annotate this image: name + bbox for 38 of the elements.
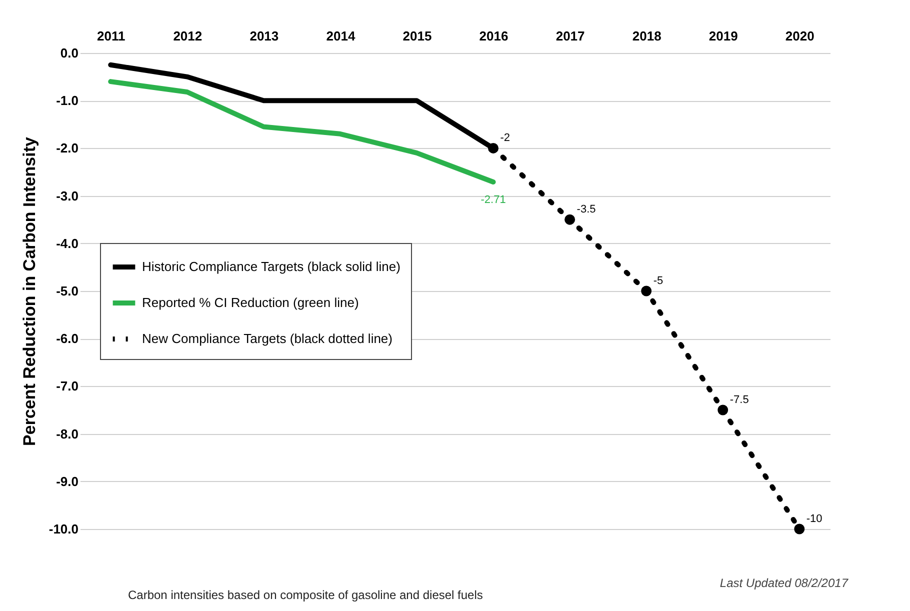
- text: Last Updated 08/2/2017: [720, 576, 848, 590]
- data-label: -3.5: [576, 204, 596, 216]
- point: [718, 404, 728, 416]
- y-tick-label: -6.0: [56, 331, 78, 346]
- y-axis-title: Percent Reduction in Carbon Intensity: [20, 136, 39, 446]
- y-tick-label: -3.0: [56, 188, 78, 204]
- x-tick-label: 2017: [556, 28, 585, 44]
- y-tick-label: -1.0: [56, 93, 78, 108]
- data-label: -10: [806, 513, 822, 525]
- y-tick-label: -8.0: [56, 426, 78, 442]
- data-label: -2.71: [480, 194, 506, 206]
- y-tick-label: -4.0: [56, 236, 78, 251]
- point: [641, 286, 652, 296]
- y-tick-label: -5.0: [56, 284, 78, 298]
- x-tick-label: 2012: [173, 28, 202, 44]
- y-tick-label: -9.0: [56, 474, 78, 489]
- x-tick-label: 2019: [708, 28, 738, 44]
- legend-label: Historic Compliance Targets (black solid line): [142, 259, 400, 274]
- x-tick-label: 2018: [632, 28, 662, 44]
- data-label: -5: [653, 275, 664, 287]
- x-tick-label: 2014: [326, 28, 356, 44]
- point: [488, 142, 499, 154]
- point: [794, 524, 805, 534]
- y-tick-label: -2.0: [56, 140, 78, 156]
- data-label: -2: [500, 132, 510, 144]
- x-tick-label: 2020: [785, 28, 814, 44]
- data-label: -7.5: [730, 394, 749, 406]
- point: [564, 214, 576, 225]
- text: Carbon intensities based on composite of gasoline and diesel fuels: [128, 588, 483, 602]
- x-tick-label: 2016: [479, 28, 508, 44]
- x-tick-label: 2011: [97, 28, 126, 44]
- y-tick-label: 0.0: [60, 46, 78, 60]
- y-tick-label: -10.0: [48, 522, 78, 536]
- y-tick-label: -7.0: [56, 378, 78, 394]
- x-tick-label: 2013: [250, 28, 279, 44]
- x-tick-label: 2015: [402, 28, 432, 44]
- legend-label: New Compliance Targets (black dotted line): [142, 331, 392, 346]
- legend-label: Reported % CI Reduction (green line): [142, 295, 359, 310]
